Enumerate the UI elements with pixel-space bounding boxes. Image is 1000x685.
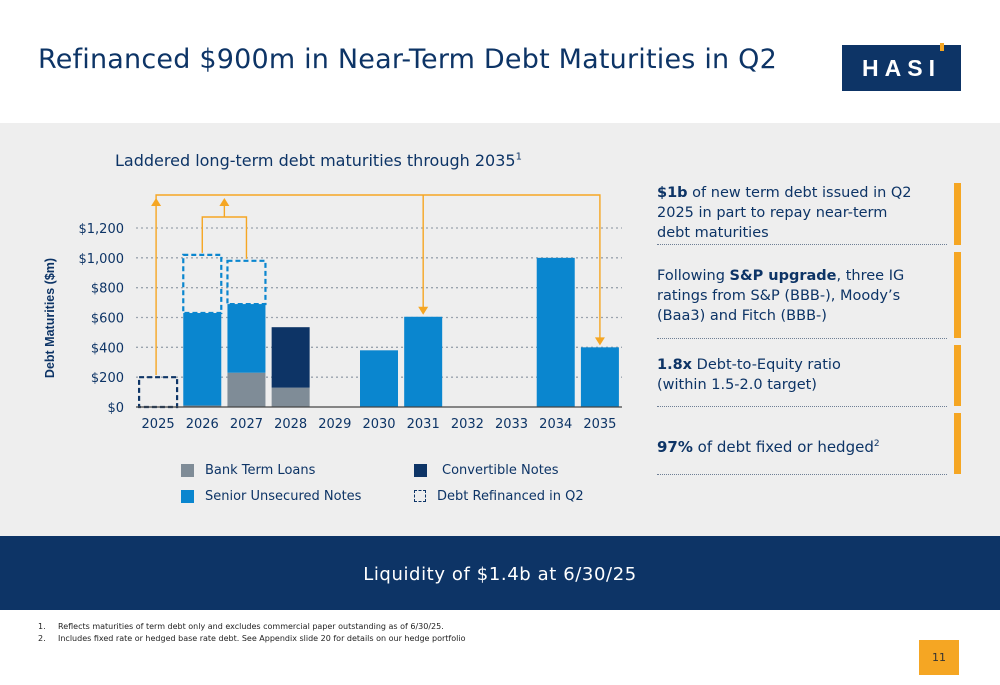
legend-swatch-senior-unsecured-notes: [181, 490, 194, 503]
x-tick-label: 2026: [186, 417, 219, 432]
stat-term-debt-bold: $1b: [657, 185, 688, 201]
stat-ratings-pre: Following: [657, 268, 730, 284]
bar-senior-unsecured-notes-2034: [536, 257, 575, 407]
stat-fixed-hedged-text: of debt fixed or hedged: [692, 438, 874, 456]
bar-senior-unsecured-notes-2027: [227, 304, 266, 373]
footnote-1-number: 1.: [38, 622, 46, 631]
liquidity-banner: Liquidity of $1.4b at 6/30/25: [0, 536, 1000, 610]
bar-convertible-notes-2028: [271, 327, 310, 388]
stat-divider-1: [657, 244, 947, 245]
stat-term-debt: $1b of new term debt issued in Q2 2025 i…: [657, 183, 925, 243]
y-tick-label: $0: [107, 401, 124, 416]
x-tick-label: 2035: [583, 417, 616, 432]
stat-leverage-bold: 1.8x: [657, 357, 693, 373]
page-number-box: 11: [919, 640, 959, 675]
chart-subtitle-text: Laddered long-term debt maturities throu…: [115, 151, 516, 170]
bar-senior-unsecured-notes-2030: [360, 350, 398, 407]
bar-senior-unsecured-notes-2035: [580, 347, 619, 407]
x-tick-label: 2029: [318, 417, 351, 432]
debt-maturities-chart: $0 $200 $400 $600 $800 $1,000 $1,200 Debt Matur…: [43, 194, 622, 432]
hasi-logo: HASI: [842, 43, 961, 91]
liquidity-banner-text: Liquidity of $1.4b at 6/30/25: [363, 564, 637, 585]
arrow-head-2035: [594, 337, 605, 346]
x-tick-label: 2032: [451, 417, 484, 432]
y-tick-label: $800: [91, 282, 124, 297]
stat-divider-2: [657, 338, 947, 339]
page-number: 11: [932, 651, 946, 664]
y-tick-label: $200: [91, 371, 124, 386]
arrow-2025-to-2035: [155, 194, 601, 376]
footnote-1: 1. Reflects maturities of term debt only …: [38, 622, 444, 631]
content-panel: [0, 123, 1000, 536]
x-tick-label: 2030: [362, 417, 395, 432]
stat-accent-1: [954, 183, 961, 245]
stat-divider-3: [657, 406, 947, 407]
bar-senior-unsecured-notes-2026: [183, 313, 222, 406]
stat-accent-3: [954, 345, 961, 406]
y-tick-label: $1,000: [79, 252, 125, 267]
y-tick-label: $400: [91, 341, 124, 356]
refinanced-box-2025: [137, 376, 179, 409]
footnote-1-text: Reflects maturities of term debt only an…: [58, 622, 444, 631]
x-tick-label: 2025: [142, 417, 175, 432]
stat-ratings: Following S&P upgrade, three IG ratings …: [657, 266, 925, 326]
stat-fixed-hedged-bold: 97%: [657, 438, 693, 456]
x-tick-label: 2028: [274, 417, 307, 432]
legend-swatch-bank-term-loans: [181, 464, 194, 477]
refinanced-box-2027: [226, 259, 267, 306]
footnote-2-number: 2.: [38, 634, 46, 643]
stat-divider-4: [657, 474, 947, 475]
bar-bank-term-loans-2026: [183, 405, 222, 407]
y-axis-label: Debt Maturities ($m): [43, 258, 57, 378]
chart-subtitle: Laddered long-term debt maturities throu…: [115, 151, 522, 170]
bracket-2026-2027: [201, 216, 248, 259]
stat-ratings-bold: S&P upgrade: [729, 268, 837, 284]
bar-bank-term-loans-2028: [271, 387, 310, 407]
legend-label-bank-term-loans: Bank Term Loans: [205, 463, 316, 478]
logo-text: HASI: [862, 55, 941, 81]
stat-accent-4: [954, 413, 961, 474]
y-tick-label: $600: [91, 312, 124, 327]
stat-fixed-hedged: 97% of debt fixed or hedged2: [657, 434, 925, 457]
x-tick-label: 2031: [407, 417, 440, 432]
legend-label-senior-unsecured-notes: Senior Unsecured Notes: [205, 489, 362, 504]
y-tick-label: $1,200: [79, 222, 125, 237]
bar-senior-unsecured-notes-2031: [404, 316, 443, 407]
chart-subtitle-footnote-ref: 1: [515, 151, 522, 163]
x-tick-label: 2034: [539, 417, 572, 432]
stat-term-debt-text: of new term debt issued in Q2 2025 in pa…: [657, 185, 912, 241]
stat-fixed-hedged-footnote-ref: 2: [873, 439, 880, 449]
arrow-head-2026-2027: [219, 198, 230, 206]
legend-label-debt-refinanced: Debt Refinanced in Q2: [437, 489, 584, 504]
legend-swatch-debt-refinanced: [414, 490, 426, 502]
legend-swatch-convertible-notes: [414, 464, 427, 477]
footnote-2-text: Includes fixed rate or hedged base rate …: [58, 634, 466, 643]
page-title: Refinanced $900m in Near-Term Debt Matur…: [38, 44, 777, 75]
stat-leverage: 1.8x Debt-to-Equity ratio (within 1.5-2.…: [657, 355, 872, 395]
stat-accent-2: [954, 252, 961, 338]
footnote-2: 2. Includes fixed rate or hedged base rat…: [38, 634, 465, 643]
arrow-head-2025: [151, 198, 162, 206]
bar-bank-term-loans-2027: [227, 372, 266, 407]
logo-accent-mark: [940, 43, 944, 51]
refinanced-box-2026: [182, 253, 223, 315]
legend-label-convertible-notes: Convertible Notes: [442, 463, 559, 478]
x-tick-label: 2027: [230, 417, 263, 432]
stat-ratings-text: , three IG ratings from S&P (BBB-), Mood…: [657, 268, 905, 324]
x-tick-label: 2033: [495, 417, 528, 432]
arrow-head-2031: [418, 306, 429, 315]
stat-leverage-text: Debt-to-Equity ratio (within 1.5-2.0 tar…: [657, 357, 841, 393]
